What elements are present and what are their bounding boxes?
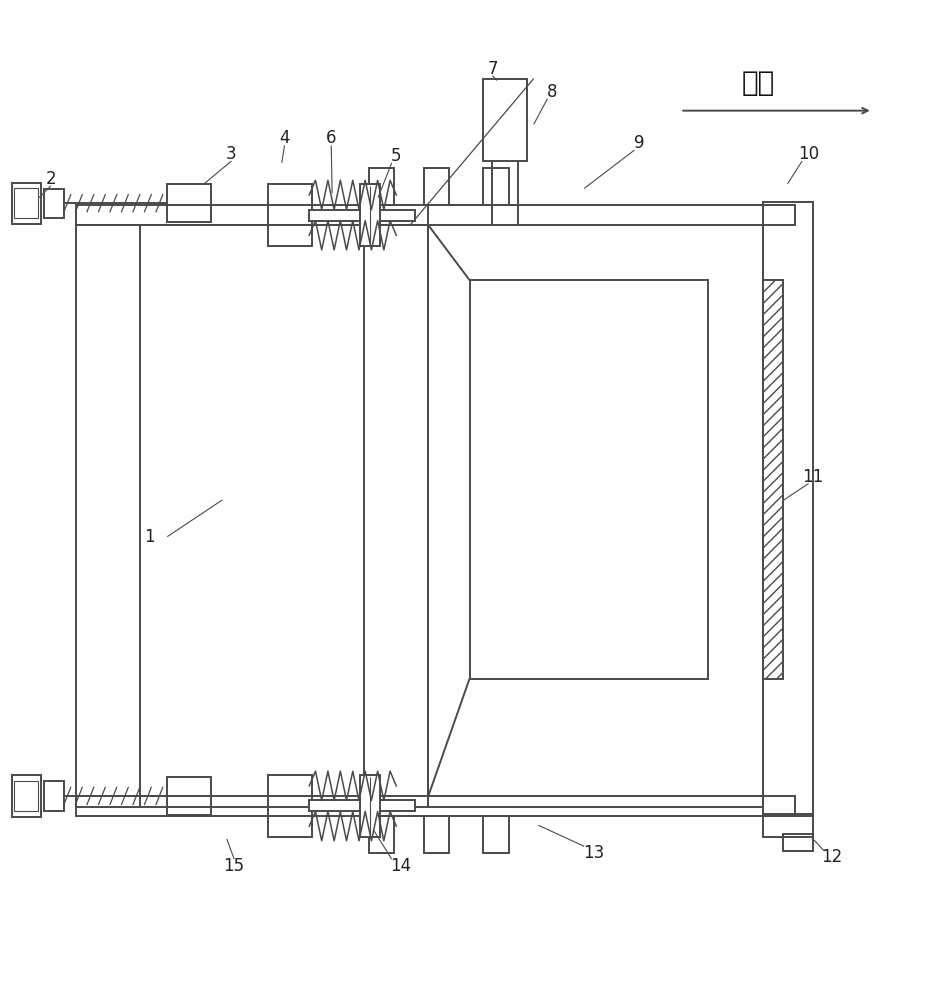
Bar bbox=[484, 79, 527, 161]
Bar bbox=[484, 816, 509, 853]
Bar bbox=[360, 775, 379, 837]
Bar bbox=[360, 184, 379, 246]
Text: 14: 14 bbox=[391, 857, 411, 875]
Bar bbox=[424, 816, 449, 853]
Text: 12: 12 bbox=[821, 848, 842, 866]
Text: 9: 9 bbox=[634, 134, 644, 152]
Text: 1: 1 bbox=[143, 528, 154, 546]
Bar bbox=[44, 189, 64, 218]
Bar bbox=[763, 280, 783, 679]
Text: 7: 7 bbox=[487, 60, 498, 78]
Text: 3: 3 bbox=[226, 145, 237, 163]
Bar bbox=[369, 168, 394, 205]
Bar bbox=[75, 205, 795, 225]
Text: 6: 6 bbox=[326, 129, 337, 147]
Bar bbox=[268, 184, 312, 246]
Bar bbox=[763, 202, 813, 816]
Text: 2: 2 bbox=[46, 170, 56, 188]
Text: 5: 5 bbox=[391, 147, 402, 165]
Bar bbox=[310, 800, 415, 811]
Text: 10: 10 bbox=[798, 145, 819, 163]
Text: 11: 11 bbox=[803, 468, 824, 486]
Bar bbox=[783, 834, 813, 851]
Bar bbox=[424, 168, 449, 205]
Bar bbox=[167, 184, 211, 222]
Bar bbox=[167, 777, 211, 815]
Text: 13: 13 bbox=[582, 844, 604, 862]
Bar bbox=[44, 781, 64, 811]
Bar bbox=[75, 225, 429, 807]
Bar bbox=[310, 210, 415, 221]
Bar bbox=[484, 168, 509, 205]
Text: 4: 4 bbox=[279, 129, 290, 147]
Bar bbox=[14, 781, 38, 811]
Bar bbox=[14, 188, 38, 218]
Bar bbox=[268, 775, 312, 837]
Text: 15: 15 bbox=[223, 857, 245, 875]
Bar bbox=[11, 775, 41, 817]
Bar bbox=[75, 796, 795, 816]
Text: 8: 8 bbox=[547, 83, 557, 101]
Bar bbox=[369, 816, 394, 853]
Bar bbox=[763, 814, 813, 837]
Bar bbox=[429, 205, 763, 807]
Bar bbox=[470, 280, 708, 679]
Text: 出料: 出料 bbox=[741, 69, 775, 97]
Bar bbox=[11, 183, 41, 224]
